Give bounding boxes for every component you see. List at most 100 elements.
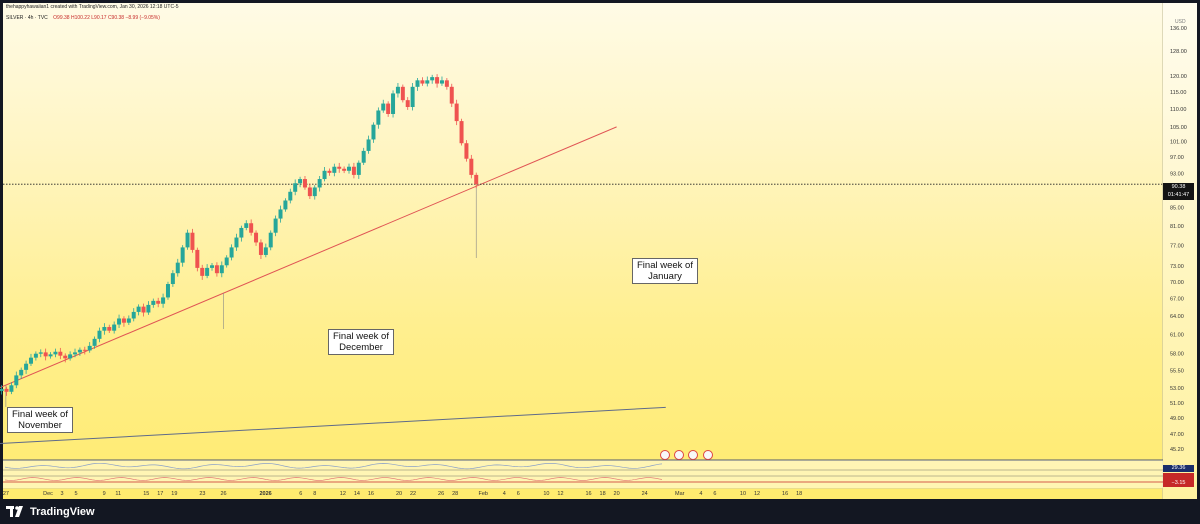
time-tick-label: 4 <box>503 491 506 497</box>
price-axis-bg <box>1163 3 1197 499</box>
time-tick-label: 26 <box>220 491 226 497</box>
indicator-value-badge <box>1163 473 1194 480</box>
time-tick-label: 10 <box>740 491 746 497</box>
price-tick-label: 51.00 <box>1170 401 1184 407</box>
candle-body <box>342 168 347 171</box>
callout-december[interactable]: Final week of December <box>328 329 394 355</box>
candle-body <box>469 158 474 175</box>
chart-panel[interactable]: thehappyhawaiian1 created with TradingVi… <box>3 3 1197 499</box>
candle-body <box>43 352 48 357</box>
candle-body <box>146 304 151 313</box>
candle-body <box>376 110 381 125</box>
time-tick-label: 16 <box>368 491 374 497</box>
candle-body <box>24 363 29 370</box>
candle-body <box>371 124 376 140</box>
candle-body <box>19 369 24 376</box>
time-tick-label: 4 <box>699 491 702 497</box>
candle-body <box>151 300 156 305</box>
candle-body <box>229 247 234 258</box>
candle-body <box>258 242 263 255</box>
time-tick-label: 23 <box>199 491 205 497</box>
time-tick-label: 6 <box>517 491 520 497</box>
candle-body <box>268 232 273 248</box>
candle-body <box>420 80 425 84</box>
candle-body <box>244 223 249 228</box>
candle-body <box>278 209 283 219</box>
candle-body <box>73 352 78 355</box>
candle-body <box>307 187 312 197</box>
candle-body <box>214 265 219 274</box>
flag-icon[interactable] <box>674 450 684 460</box>
trendline <box>0 126 617 389</box>
candle-body <box>234 237 239 248</box>
time-axis[interactable]: 27 Dec 3 5 9 11 15 17 19 23 26 2026 6 8 12 14 16 20 22 26 28… <box>3 488 1163 498</box>
candle-body <box>249 223 254 233</box>
time-tick-label: 12 <box>557 491 563 497</box>
event-icon[interactable] <box>660 450 670 460</box>
candle-body <box>185 232 190 248</box>
candle-body <box>444 80 449 87</box>
callout-november[interactable]: Final week of November <box>7 407 73 433</box>
candle-body <box>332 166 337 173</box>
flag-icon[interactable] <box>703 450 713 460</box>
candle-body <box>263 247 268 255</box>
candle-body <box>395 86 400 94</box>
time-tick-label: 17 <box>157 491 163 497</box>
time-tick-label: 24 <box>642 491 648 497</box>
candle-body <box>337 166 342 169</box>
candle-body <box>293 183 298 192</box>
time-tick-label: Dec <box>43 491 53 497</box>
support-line <box>0 406 666 445</box>
candle-body <box>195 249 200 268</box>
candle-body <box>136 306 141 312</box>
bar-countdown: 01:41:47 <box>1167 192 1190 198</box>
time-tick-label: 15 <box>143 491 149 497</box>
time-tick-label: 28 <box>452 491 458 497</box>
time-tick-label: Mar <box>675 491 685 497</box>
candle-body <box>121 318 126 323</box>
price-tick-label: 101.00 <box>1170 140 1187 146</box>
candle-body <box>381 103 386 111</box>
candle-body <box>283 200 288 210</box>
candle-body <box>141 306 146 313</box>
drawing-lines[interactable] <box>0 126 1163 445</box>
price-axis[interactable]: 136.00 128.00 120.00 115.00 110.00 105.00 101.… <box>1162 3 1198 499</box>
candle-body <box>77 349 82 353</box>
candle-body <box>410 86 415 108</box>
candle-body <box>273 218 278 233</box>
price-tick-label: 81.00 <box>1170 224 1184 230</box>
candle-body <box>82 349 87 351</box>
candle-body <box>400 86 405 101</box>
candle-body <box>288 191 293 201</box>
symbol-label[interactable]: SILVER · 4h · TVC <box>6 15 48 21</box>
candle-body <box>386 103 391 114</box>
price-tick-label: 77.00 <box>1170 243 1184 249</box>
time-tick-label: 10 <box>543 491 549 497</box>
candle-body <box>14 375 19 386</box>
candle-body <box>474 174 479 185</box>
candle-body <box>161 297 166 304</box>
candle-body <box>190 232 195 250</box>
candle-body <box>464 143 469 159</box>
candle-body <box>112 324 117 331</box>
flag-icon[interactable] <box>688 450 698 460</box>
tradingview-logo[interactable]: TradingView <box>6 504 95 519</box>
candle-body <box>322 170 327 180</box>
candle-body <box>327 170 332 173</box>
candle-body <box>102 326 107 331</box>
candle-body <box>366 139 371 151</box>
symbol-legend[interactable]: SILVER · 4h · TVC O99.38 H100.22 L90.17 … <box>6 15 160 21</box>
indicator-pane[interactable] <box>3 459 1163 488</box>
time-tick-label: 18 <box>600 491 606 497</box>
brand-name: TradingView <box>30 505 95 518</box>
callout-january[interactable]: Final week of January <box>632 258 698 284</box>
candle-body <box>107 326 112 331</box>
last-price-value: 90.38 <box>1171 184 1186 190</box>
candle-body <box>126 318 131 323</box>
time-tick-label: 18 <box>796 491 802 497</box>
time-tick-label: 9 <box>103 491 106 497</box>
candle-body <box>356 162 361 175</box>
candle-body <box>391 93 396 114</box>
indicator-value-badge: 29.36 <box>1163 465 1194 472</box>
